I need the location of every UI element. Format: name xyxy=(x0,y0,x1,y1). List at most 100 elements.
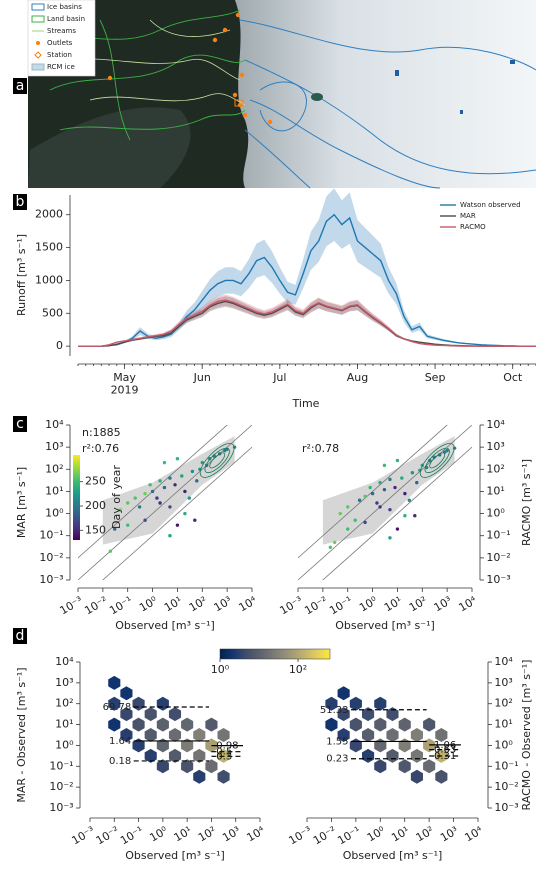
colorbar-tick-label: 150 xyxy=(85,523,106,536)
reference-line xyxy=(102,446,252,580)
hexbin-cell xyxy=(193,728,206,743)
reference-line xyxy=(78,425,228,559)
point xyxy=(158,501,162,505)
legend-label: MAR xyxy=(460,212,476,220)
y-axis-label: MAR [m³ s⁻¹] xyxy=(15,467,28,538)
density-contour xyxy=(419,443,455,478)
point xyxy=(413,514,417,518)
y-tick-label: 0 xyxy=(56,339,63,352)
x-tick-label: 10⁻¹ xyxy=(327,594,354,617)
hexbin-cell xyxy=(423,717,436,732)
x-tick-label: 10⁻¹ xyxy=(107,594,134,617)
hexbin-cell xyxy=(156,738,169,753)
x-tick-label: Oct xyxy=(503,371,523,384)
density-contour xyxy=(424,447,450,474)
x-tick-label: 10⁴ xyxy=(237,594,260,615)
density-contour xyxy=(209,452,226,469)
point xyxy=(183,511,187,516)
point xyxy=(415,480,419,485)
percentile-label: 1.55 xyxy=(326,736,348,747)
x-tick-label: 10² xyxy=(407,594,429,614)
x-tick-label: Sep xyxy=(425,371,446,384)
map-image xyxy=(28,0,536,189)
x-tick-label: 10¹ xyxy=(389,824,411,844)
x-tick-label: 10⁰ xyxy=(357,594,380,615)
percentile-label: 0.3 xyxy=(216,751,232,762)
annotation: n:1885 xyxy=(82,426,121,439)
panel-label: b xyxy=(16,194,25,210)
y-tick-label: 10⁴ xyxy=(45,418,64,431)
x-tick-label: 10⁴ xyxy=(463,824,486,845)
hexbin-cell xyxy=(386,707,399,722)
percentile-label: 0.23 xyxy=(326,754,348,765)
panel-label-box xyxy=(13,628,27,644)
hexbin-cell xyxy=(362,707,375,722)
hexbin-cell xyxy=(435,769,448,784)
percentile-label: 51.33 xyxy=(320,705,349,716)
x-tick-label: 10⁴ xyxy=(245,824,268,845)
panel-label-box xyxy=(13,78,27,94)
hexbin-cell xyxy=(374,696,387,711)
point xyxy=(338,511,342,516)
y-tick-label: 10⁻² xyxy=(486,551,510,564)
y-tick-label: 10⁰ xyxy=(45,507,64,520)
y-tick-label: 10³ xyxy=(45,440,63,453)
point xyxy=(168,505,172,509)
hexbin-cell xyxy=(398,717,411,732)
point xyxy=(363,520,367,525)
series-line xyxy=(78,213,536,347)
point xyxy=(452,446,457,450)
x-tick-label: 10³ xyxy=(212,594,234,614)
x-axis-label: Observed [m³ s⁻¹] xyxy=(343,849,443,862)
hexbin-cell xyxy=(168,728,182,743)
hexbin-cell xyxy=(337,728,350,743)
y-tick-label: 10³ xyxy=(486,440,504,453)
point xyxy=(133,496,137,500)
x-tick-label: Jun xyxy=(193,371,211,384)
point xyxy=(388,507,392,512)
y-tick-label: 10⁰ xyxy=(494,738,513,751)
legend-swatch xyxy=(31,15,45,23)
colorbar-label: Day of year xyxy=(110,465,123,529)
y-tick-label: 500 xyxy=(42,306,63,319)
percentile-label: 0.98 xyxy=(216,741,238,752)
y-tick-label: 10² xyxy=(486,462,504,475)
point xyxy=(168,476,172,480)
legend-label: RCM ice xyxy=(47,63,75,71)
hexbin-cell xyxy=(156,696,169,711)
hexbin-cell xyxy=(362,748,375,763)
x-axis-label: Observed [m³ s⁻¹] xyxy=(115,619,215,632)
y-tick-label: 10¹ xyxy=(486,484,504,497)
point xyxy=(400,476,404,480)
hexbin-cell xyxy=(325,717,338,732)
x-tick-label: 10² xyxy=(414,824,436,844)
y-axis-label: RACMO - Observed [m³ s⁻¹] xyxy=(520,660,533,811)
y-tick-label: 10⁻³ xyxy=(494,801,518,814)
hexbin-cell xyxy=(410,769,423,784)
x-tick-label: 10⁻¹ xyxy=(118,824,145,847)
point xyxy=(346,505,350,509)
hexbin-cell xyxy=(337,707,350,722)
hexbin-cell xyxy=(144,707,157,722)
reference-line xyxy=(78,425,252,580)
hexbin-cell xyxy=(144,748,157,763)
hexbin-cell xyxy=(181,738,194,753)
point xyxy=(190,469,195,474)
hexbin-cell xyxy=(423,759,436,774)
panel-label: c xyxy=(16,416,24,432)
point xyxy=(155,496,159,500)
hexbin-cell xyxy=(181,759,194,774)
point xyxy=(328,545,333,549)
hexbin-cell xyxy=(410,748,423,763)
hexbin-cell xyxy=(108,696,121,711)
y-axis-label: Runoff [m³ s⁻¹] xyxy=(15,234,28,316)
hexbin-cell xyxy=(120,686,133,701)
x-tick-label: 10⁻³ xyxy=(58,594,85,617)
hexbin-cell xyxy=(374,759,387,774)
point xyxy=(173,483,177,487)
legend-swatch xyxy=(36,41,40,45)
hexbin-cell xyxy=(374,717,387,732)
hexbin-cell xyxy=(144,728,157,743)
y-tick-label: 10² xyxy=(45,462,63,475)
hexbin-cell xyxy=(217,769,230,784)
